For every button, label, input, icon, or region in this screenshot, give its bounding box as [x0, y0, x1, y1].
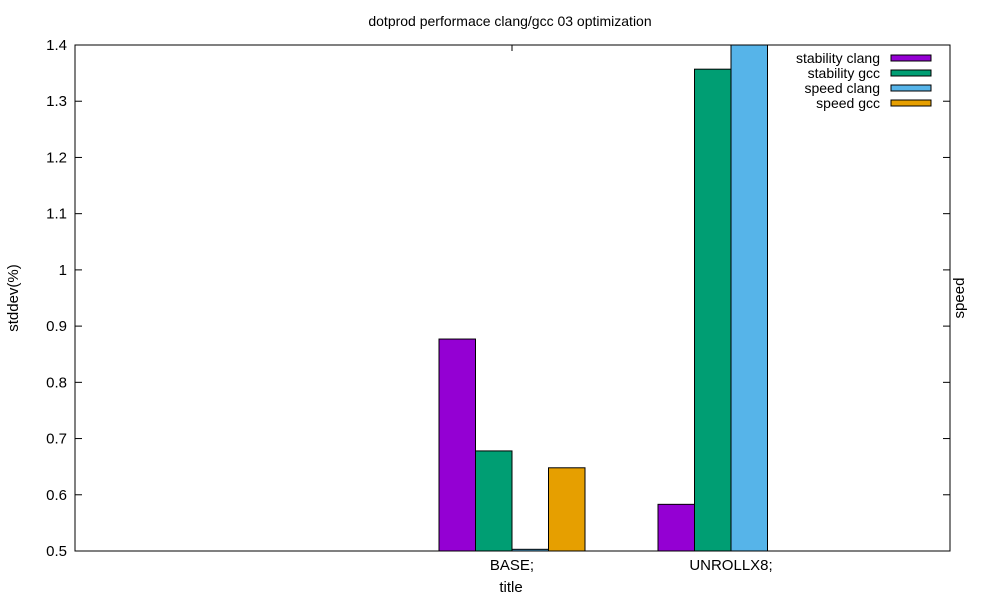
x-axis-label: title — [499, 579, 522, 596]
y-tick-label: 1.4 — [46, 37, 67, 54]
legend-label: stability gcc — [808, 65, 880, 81]
y-tick-label: 1.2 — [46, 149, 67, 166]
bar-speed-gcc-0 — [548, 467, 586, 552]
y-tick-label: 1.3 — [46, 93, 67, 110]
y-tick-label: 0.6 — [46, 487, 67, 504]
bars-layer — [438, 44, 768, 552]
legend-label: speed clang — [804, 80, 880, 96]
y-tick-label: 0.8 — [46, 374, 67, 391]
x-axis-ticks: BASE; UNROLLX8; — [490, 45, 773, 574]
legend-swatch — [890, 69, 932, 77]
y-tick-label: 1.1 — [46, 206, 67, 223]
bar-stability-clang-1 — [657, 503, 695, 552]
legend-label: speed gcc — [816, 95, 880, 111]
y-axis-ticks: 0.5 0.6 0.7 0.8 0.9 1 1.1 1.2 1.3 1.4 — [46, 37, 950, 560]
y-axis-label: stddev(%) — [5, 264, 22, 332]
legend-swatch — [890, 84, 932, 92]
y-tick-label: 0.9 — [46, 318, 67, 335]
bar-stability-gcc-1 — [694, 68, 732, 552]
y-tick-label: 0.7 — [46, 431, 67, 448]
y-tick-label: 0.5 — [46, 543, 67, 560]
x-tick-label: UNROLLX8; — [689, 557, 772, 574]
bar-speed-clang-0 — [511, 548, 549, 552]
legend-swatch — [890, 99, 932, 107]
y2-axis-label: speed — [951, 278, 968, 319]
y-tick-label: 1 — [59, 262, 67, 279]
chart-title: dotprod performace clang/gcc 03 optimiza… — [368, 13, 651, 29]
x-tick-label: BASE; — [490, 557, 534, 574]
bar-stability-clang-0 — [438, 338, 476, 552]
legend-swatch — [890, 54, 932, 62]
legend-label: stability clang — [796, 50, 880, 66]
bar-stability-gcc-0 — [475, 450, 513, 552]
bar-speed-clang-1 — [730, 44, 768, 552]
